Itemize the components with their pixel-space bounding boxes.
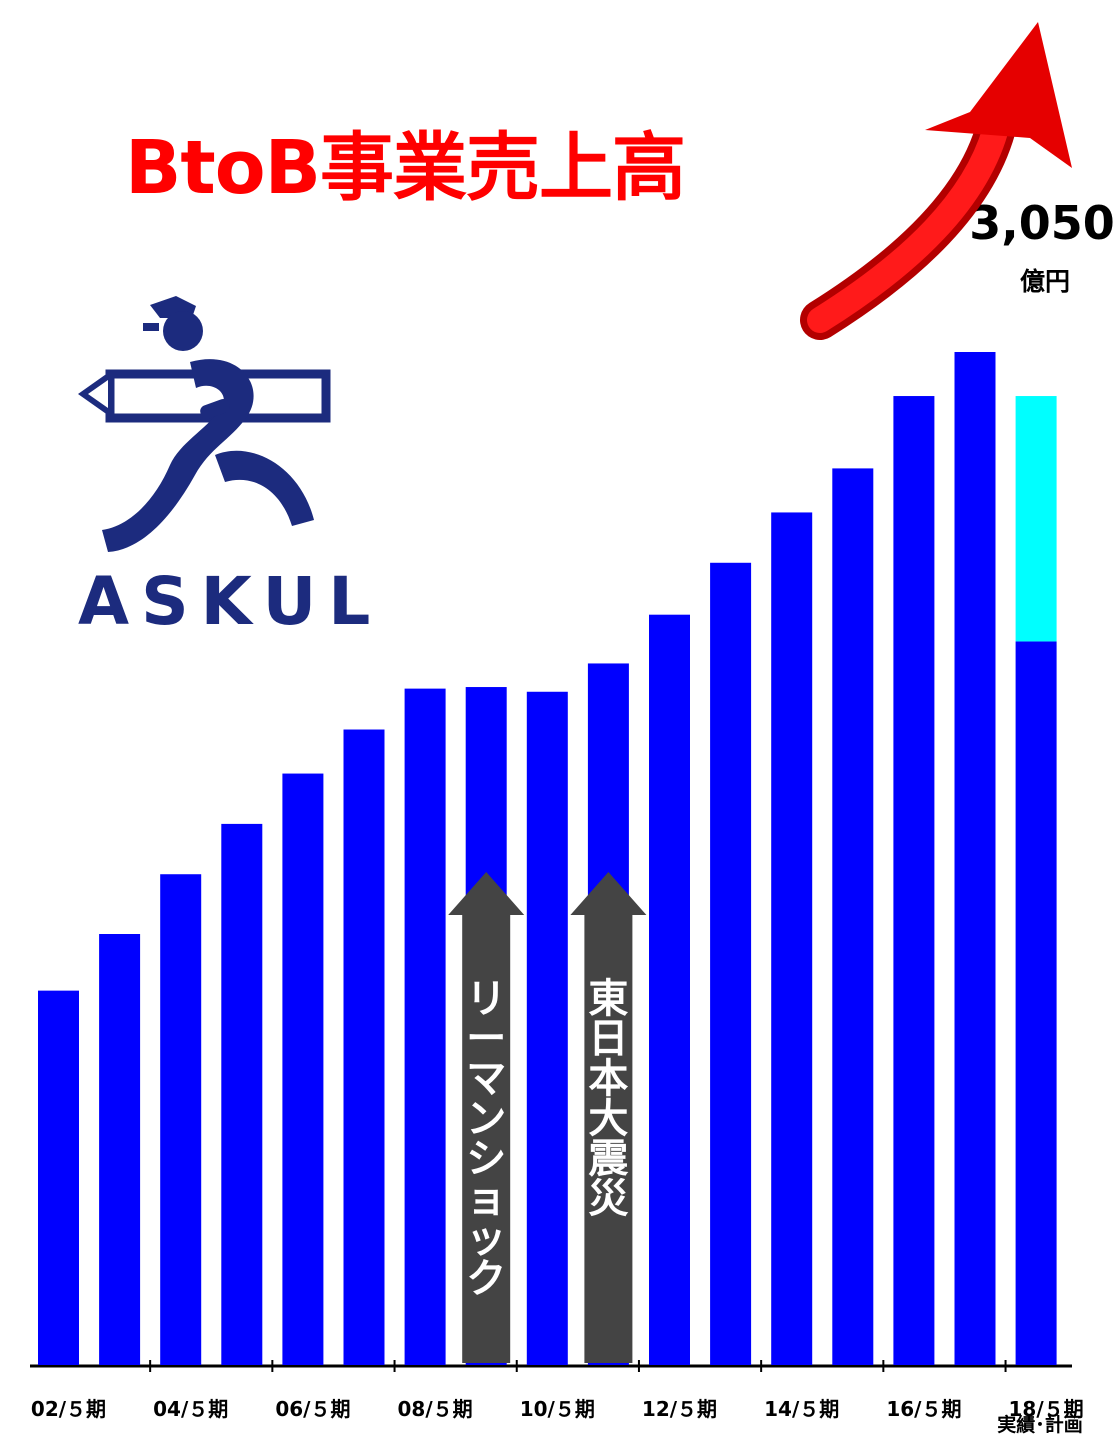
svg-text:ASKUL: ASKUL [78, 563, 382, 640]
bar-17/5期 [954, 352, 996, 1365]
x-tick-label: 16/５期 [886, 1397, 961, 1421]
final-note-label: 実績･計画 [997, 1414, 1083, 1436]
event-annotation-char: ク [466, 1256, 506, 1302]
event-annotation-char: 災 [588, 1176, 628, 1222]
bar-03/5期 [99, 934, 141, 1365]
x-tick-label: 02/５期 [31, 1397, 106, 1421]
x-tick-label: 08/５期 [398, 1397, 473, 1421]
bar-06/5期 [282, 773, 324, 1365]
bar-12/5期 [649, 614, 690, 1365]
askul-logo: ASKUL [78, 296, 382, 640]
event-annotation-char: マ [466, 1056, 506, 1102]
bar-15/5期 [832, 468, 874, 1365]
plan-bar-18/5期 [1015, 396, 1057, 642]
event-annotation-char: 震 [588, 1136, 628, 1182]
x-tick-label: 06/５期 [275, 1397, 350, 1421]
x-tick-label: 10/５期 [520, 1397, 595, 1421]
x-tick-label: 14/５期 [764, 1397, 839, 1421]
event-annotation-char: 本 [588, 1056, 628, 1102]
bar-05/5期 [221, 823, 263, 1365]
bar-18/5期 [1015, 641, 1057, 1365]
bar-04/5期 [160, 874, 202, 1365]
bar-07/5期 [343, 729, 385, 1365]
x-tick-label: 04/５期 [153, 1397, 228, 1421]
event-annotation-char: ッ [466, 1216, 506, 1262]
bar-08/5期 [404, 688, 446, 1365]
event-annotation-char: ョ [466, 1176, 506, 1222]
chart-title: BtoB事業売上高 [125, 125, 686, 211]
event-annotation-char: 大 [588, 1096, 628, 1142]
event-annotation-char: ー [466, 1016, 506, 1062]
x-tick-label: 12/５期 [642, 1397, 717, 1421]
final-unit-label: 億円 [1019, 267, 1070, 296]
event-annotation-char: ン [466, 1096, 506, 1142]
final-value-label: 3,050 [969, 196, 1115, 250]
x-tick-label: 18/５期 [1009, 1397, 1084, 1421]
event-annotation-char: リ [466, 976, 506, 1022]
bar-14/5期 [771, 512, 813, 1365]
event-annotation-char: シ [466, 1136, 506, 1182]
bar-02/5期 [38, 990, 79, 1365]
growth-arrow-icon [800, 22, 1072, 340]
event-annotation-char: 東 [588, 976, 628, 1022]
bar-13/5期 [710, 562, 752, 1365]
bar-16/5期 [893, 396, 935, 1366]
bar-10/5期 [526, 691, 568, 1365]
event-annotation-char: 日 [588, 1016, 628, 1062]
